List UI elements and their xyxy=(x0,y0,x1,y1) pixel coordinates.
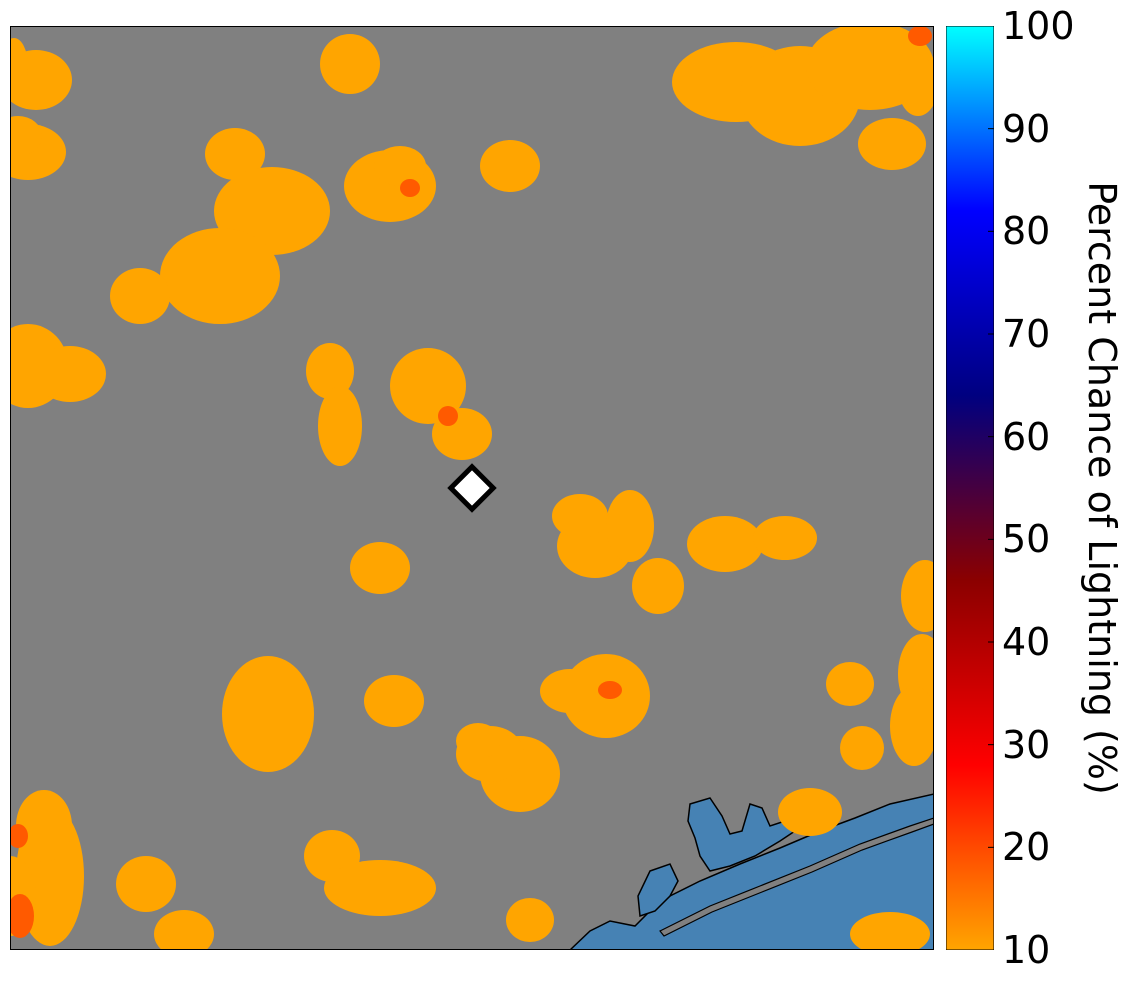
colorbar-tick-label: 50 xyxy=(1002,517,1051,562)
lightning-probability-area xyxy=(506,898,554,942)
barrier-island xyxy=(659,817,934,937)
lightning-probability-area xyxy=(826,662,874,706)
lightning-probability-area xyxy=(687,516,763,572)
lightning-probability-area xyxy=(10,38,28,94)
lightning-peak-area xyxy=(908,26,932,46)
lightning-probability-area xyxy=(318,386,362,466)
lightning-probability-area xyxy=(753,516,817,560)
lightning-probability-area xyxy=(222,656,314,772)
lightning-probability-area xyxy=(606,490,654,562)
lightning-probability-area xyxy=(160,228,280,324)
colorbar-tick-label: 90 xyxy=(1002,106,1051,151)
lightning-probability-area xyxy=(858,118,926,170)
lightning-probability-area xyxy=(778,788,842,836)
lightning-peak-area xyxy=(598,681,622,699)
lightning-probability-area xyxy=(205,128,265,180)
colorbar-gradient xyxy=(946,26,994,950)
lightning-probability-area xyxy=(324,860,436,916)
colorbar-title: Percent Chance of Lightning (%) xyxy=(1080,181,1124,795)
colorbar-tick-label: 70 xyxy=(1002,312,1051,356)
colorbar-tick-label: 60 xyxy=(1002,414,1051,459)
lightning-peak-area xyxy=(400,179,420,197)
gulf-water xyxy=(568,793,934,950)
lightning-probability-area xyxy=(374,146,426,186)
colorbar-tick-label: 20 xyxy=(1002,825,1051,870)
lightning-probability-area xyxy=(898,56,934,116)
colorbar xyxy=(946,26,994,950)
lightning-probability-area xyxy=(10,116,42,156)
lightning-probability-area xyxy=(390,348,466,424)
lightning-probability-area xyxy=(34,346,106,402)
lightning-probability-areas xyxy=(10,26,934,950)
lightning-probability-area xyxy=(456,723,500,759)
lightning-probability-area xyxy=(480,140,540,192)
lightning-probability-area xyxy=(320,34,380,94)
lightning-probability-area xyxy=(840,726,884,770)
lightning-probability-area xyxy=(890,686,934,766)
lightning-probability-area xyxy=(850,912,930,950)
lightning-probability-area xyxy=(364,675,424,727)
lightning-probability-map xyxy=(10,26,934,950)
lightning-probability-area xyxy=(350,542,410,594)
lightning-probability-area xyxy=(540,669,600,713)
lightning-peak-areas xyxy=(10,26,932,938)
lightning-probability-area xyxy=(16,790,72,862)
lightning-probability-area xyxy=(552,494,608,538)
map-frame xyxy=(10,26,934,950)
colorbar-tick-label: 40 xyxy=(1002,620,1051,664)
colorbar-tick-label: 80 xyxy=(1002,209,1051,254)
lightning-peak-area xyxy=(10,894,34,938)
lightning-probability-area xyxy=(632,558,684,614)
west-bay xyxy=(637,863,679,918)
lightning-probability-area xyxy=(110,268,170,324)
lightning-probability-area xyxy=(901,560,934,632)
location-marker xyxy=(447,463,497,513)
lightning-probability-area xyxy=(154,910,214,950)
colorbar-tick-label: 10 xyxy=(1002,928,1051,972)
lightning-peak-area xyxy=(438,406,458,426)
lightning-probability-area xyxy=(116,856,176,912)
colorbar-tick-label: 100 xyxy=(1002,4,1075,48)
colorbar-ticks xyxy=(988,26,994,950)
lightning-peak-area xyxy=(10,824,28,848)
colorbar-tick-label: 30 xyxy=(1002,722,1051,767)
lightning-probability-area xyxy=(306,343,354,399)
